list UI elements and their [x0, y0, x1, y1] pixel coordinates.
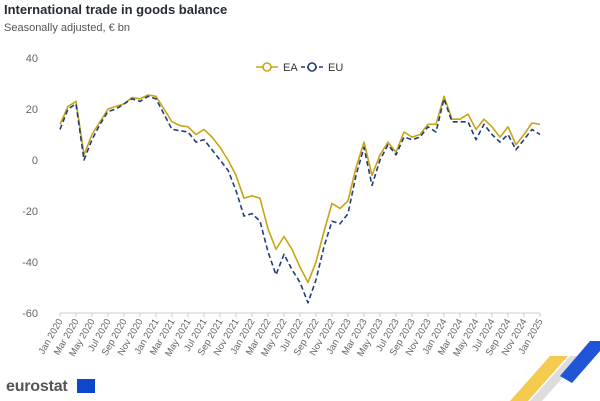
y-tick-label: -40 [22, 257, 38, 269]
y-tick-label: -20 [22, 206, 38, 218]
chart-subtitle: Seasonally adjusted, € bn [4, 22, 130, 34]
series-line-ea [59, 94, 541, 284]
decorative-corner-graphic [510, 341, 600, 401]
eu-flag-icon [77, 379, 95, 393]
y-tick-label: 20 [26, 104, 38, 116]
legend-label-eu: EU [328, 62, 343, 74]
y-tick-label: -60 [22, 308, 38, 320]
y-tick-label: 0 [32, 155, 38, 167]
legend-marker-ea [262, 62, 272, 72]
eurostat-logo: eurostat [6, 378, 68, 395]
series-line-eu [59, 95, 541, 304]
legend-label-ea: EA [283, 62, 298, 74]
legend-marker-eu [307, 62, 317, 72]
y-tick-label: 40 [26, 53, 38, 65]
chart-title: International trade in goods balance [4, 2, 228, 17]
